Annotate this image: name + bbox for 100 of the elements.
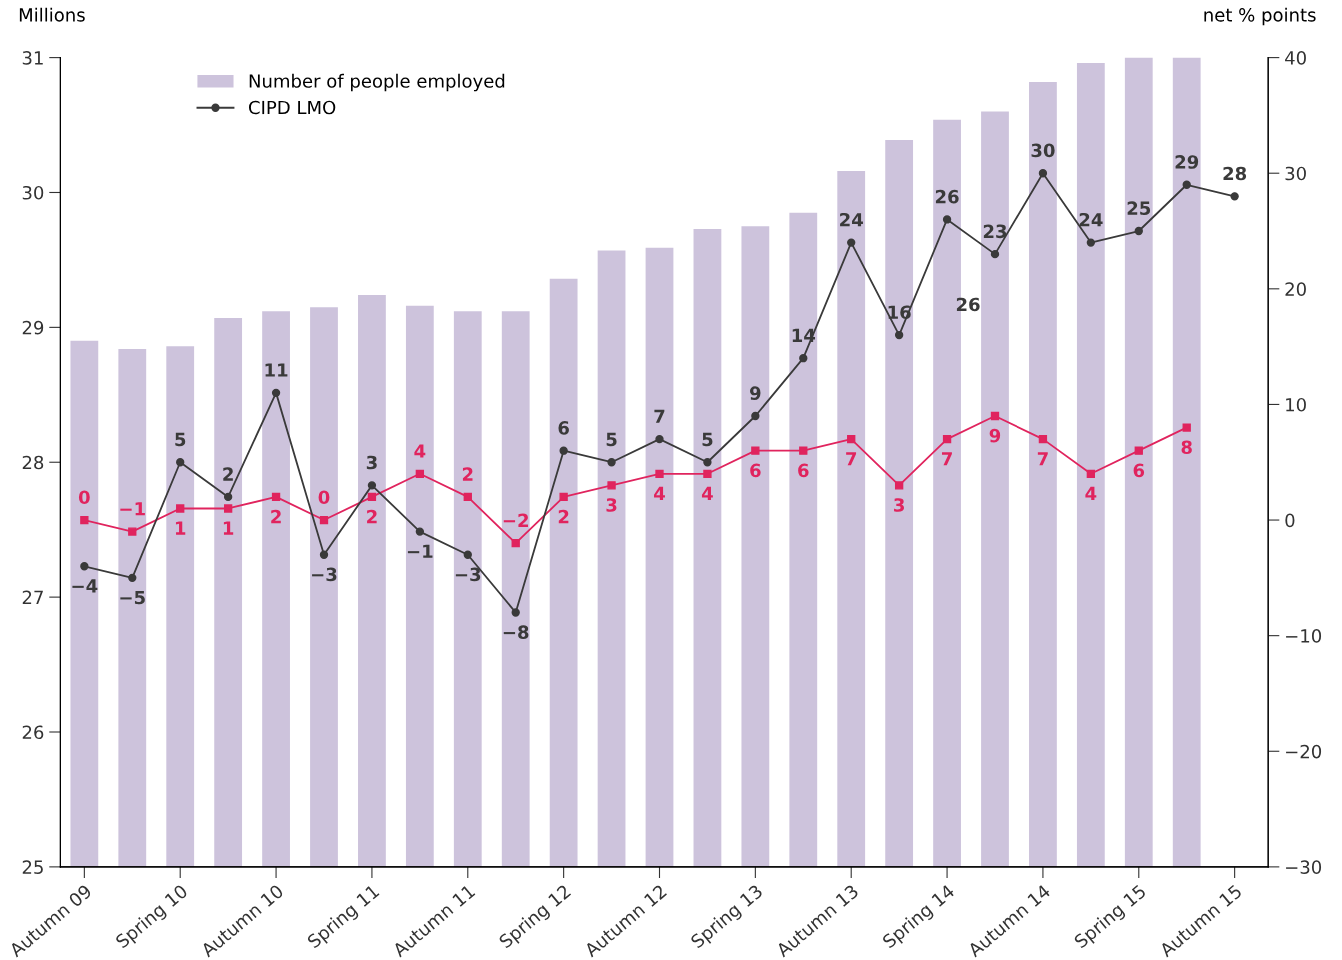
y-tick-label: 31 [22,51,43,65]
data-label: −5 [120,590,145,605]
point [176,458,185,467]
data-label: 5 [175,432,186,447]
point [271,492,281,502]
data-label: −3 [455,567,481,582]
data-label: 4 [1085,486,1097,501]
data-label: 3 [606,498,617,512]
point [607,481,616,490]
data-label: 29 [1175,155,1199,169]
point [128,573,137,583]
point [1230,192,1239,201]
data-label: 2 [223,467,233,481]
data-label: 4 [701,486,713,501]
data-label: 4 [414,444,426,458]
y2-tick-label: 20 [1285,282,1306,296]
data-label: 5 [606,432,617,447]
point [271,388,281,398]
point [319,550,329,559]
data-label: 2 [558,509,569,524]
point [319,515,329,525]
point [894,330,904,340]
data-label: 6 [750,463,761,478]
point [367,481,377,490]
data-label: 7 [1037,452,1048,466]
y2-tick-label: −30 [1286,860,1322,874]
data-label: 0 [78,490,90,505]
y-tick-label: 29 [22,320,44,335]
data-label: −4 [72,579,98,593]
y-axis-title: Millions [19,7,85,22]
data-label: −1 [407,544,433,558]
data-label: −2 [503,513,528,527]
data-label: 1 [223,521,234,535]
point [415,527,425,536]
point [176,504,185,513]
point [751,411,760,421]
point [223,492,233,502]
data-label: 7 [941,452,952,466]
point [655,469,664,478]
point [511,539,520,548]
data-label: 3 [366,455,377,470]
point [1038,169,1048,178]
data-label: 24 [840,212,863,227]
point [1086,238,1096,247]
data-label: 2 [271,509,281,524]
legend-label: CIPD LMO [248,100,336,115]
point [559,446,568,455]
data-label: 7 [654,409,665,423]
point [463,492,472,502]
data-label: 23 [983,224,1007,239]
point [1182,180,1191,189]
data-label: −3 [312,567,337,582]
point [799,446,808,455]
point [1134,446,1143,455]
point [990,249,1000,259]
y-tick-label: 28 [22,455,44,470]
data-label: 5 [702,432,713,447]
data-label: 28 [1223,166,1247,181]
data-label: 6 [798,463,809,478]
point [559,492,568,502]
y2-tick-label: −10 [1286,629,1322,643]
data-label: 7 [846,452,857,466]
data-label: −1 [120,502,145,516]
data-label: 9 [750,386,761,400]
y2-axis-title: net % points [1204,7,1316,26]
point [942,215,952,224]
data-label: 8 [1181,440,1192,455]
data-label: 4 [654,486,665,501]
data-label: 2 [367,509,377,524]
data-label: 30 [1031,143,1055,158]
point [894,481,904,490]
data-label: 25 [1127,201,1151,216]
point [223,504,233,513]
point [1134,226,1143,236]
point [847,238,856,247]
point [655,434,664,444]
point [990,411,1000,421]
point [1086,469,1096,478]
point [1182,423,1191,432]
data-label: −8 [503,625,529,640]
legend-label: Number of people employed [249,73,505,92]
data-label: 26 [935,189,959,204]
data-label: 1 [175,521,186,535]
data-label: 6 [1133,463,1145,478]
data-label: 9 [989,428,1001,443]
data-label: 11 [265,363,288,377]
data-label: 6 [558,421,569,435]
point [80,562,89,571]
point [80,515,89,525]
y2-tick-label: 30 [1285,166,1306,181]
point [511,608,520,617]
y-tick-label: 25 [22,860,43,874]
point [1038,434,1048,444]
data-label: 3 [894,498,904,512]
y-tick-label: 26 [22,725,44,740]
y-tick-label: 30 [22,185,44,200]
point [799,354,808,363]
data-label: 0 [318,490,330,505]
point [703,469,712,478]
y-tick-label: 27 [22,590,43,604]
